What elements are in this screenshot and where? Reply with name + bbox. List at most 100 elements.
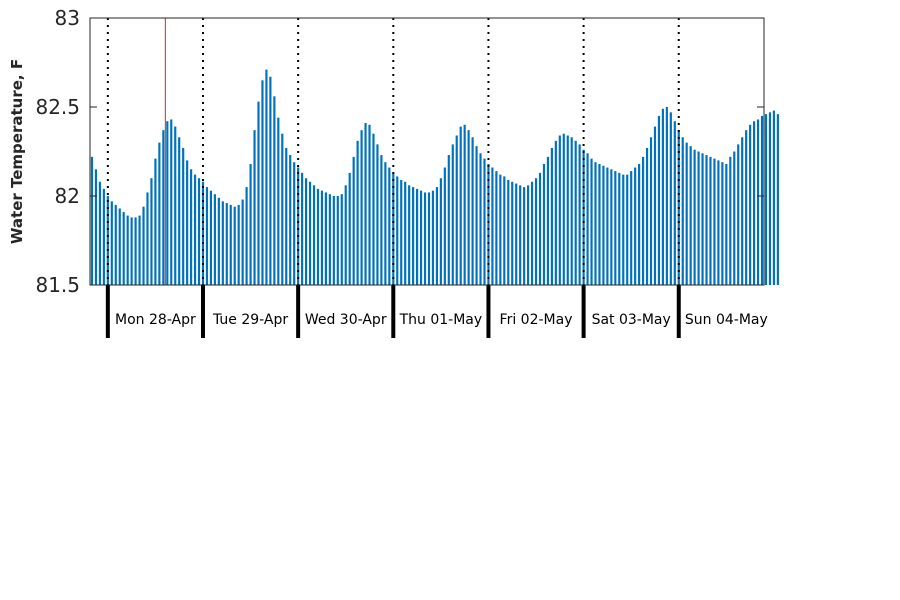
day-label: Sat 03-May: [592, 312, 671, 328]
temperature-bar: [479, 153, 482, 285]
temperature-bar: [491, 167, 494, 285]
temperature-bar: [693, 149, 696, 285]
temperature-bar: [681, 137, 684, 285]
temperature-bar: [657, 115, 661, 286]
temperature-bar: [419, 190, 423, 285]
temperature-bar: [705, 155, 708, 285]
temperature-bar: [578, 144, 581, 285]
temperature-bar: [455, 135, 458, 285]
temperature-bar: [225, 203, 228, 285]
day-label: Wed 30-Apr: [305, 312, 387, 328]
temperature-bar: [634, 167, 637, 285]
temperature-bar: [201, 181, 205, 285]
day-label: Thu 01-May: [399, 312, 483, 328]
temperature-bar: [281, 133, 284, 285]
plot-area-frame: [89, 17, 765, 286]
temperature-bar: [511, 181, 514, 285]
temperature-bar: [110, 201, 113, 285]
temperature-bar: [467, 130, 470, 285]
temperature-bar: [388, 167, 391, 285]
temperature-bar: [689, 146, 692, 285]
temperature-bar: [527, 185, 530, 285]
temperature-bar: [415, 188, 419, 285]
temperature-bar: [423, 192, 427, 285]
temperature-bar: [590, 158, 593, 285]
temperature-bar: [709, 156, 712, 285]
temperature-bar: [626, 174, 629, 285]
temperature-bar: [519, 185, 522, 285]
temperature-bar: [102, 188, 105, 285]
temperature-bar: [384, 162, 387, 285]
temperature-bar: [606, 167, 609, 285]
temperature-bar: [638, 163, 641, 285]
temperature-bar: [451, 144, 454, 285]
temperature-bar: [752, 121, 756, 286]
temperature-bar: [400, 179, 403, 285]
y-tick-label: 82.5: [35, 95, 80, 119]
temperature-bar: [186, 160, 189, 285]
temperature-bar: [733, 151, 736, 285]
temperature-bar: [106, 196, 109, 285]
temperature-bar: [412, 187, 415, 285]
x-axis-day-labels: Mon 28-Apr Tue 29-Apr Wed 30-Apr Thu 01-May…: [115, 312, 768, 328]
temperature-bar: [324, 192, 327, 285]
temperature-bar: [253, 130, 256, 285]
temperature-bar: [348, 172, 351, 285]
temperature-bar: [372, 133, 375, 285]
temperature-bar: [340, 194, 343, 285]
temperature-bar: [542, 163, 546, 285]
temperature-bar: [134, 217, 137, 285]
temperature-bar: [245, 187, 248, 285]
temperature-bar: [142, 206, 145, 285]
temperature-bar: [741, 137, 744, 285]
temperature-bar: [217, 197, 220, 285]
temperature-bar: [745, 130, 748, 285]
temperature-bar: [598, 163, 601, 285]
temperature-bar: [721, 162, 724, 285]
temperature-bar: [749, 124, 752, 285]
temperature-bar: [98, 181, 102, 285]
temperature-bar: [697, 151, 700, 285]
temperature-bar: [380, 155, 383, 285]
y-tick-label: 81.5: [35, 273, 80, 297]
temperature-bar: [534, 178, 538, 285]
temperature-bar: [396, 176, 399, 285]
temperature-bar: [669, 112, 672, 285]
temperature-bar: [447, 155, 450, 285]
temperature-bar: [118, 208, 121, 285]
temperature-bar: [507, 179, 510, 285]
temperature-bar: [737, 144, 740, 285]
temperature-bar: [713, 158, 716, 285]
temperature-bar: [209, 190, 213, 285]
temperature-bar: [641, 156, 645, 285]
temperature-bar: [257, 101, 260, 285]
temperature-bar: [328, 194, 331, 285]
temperature-bar: [515, 183, 518, 285]
temperature-bar: [443, 167, 446, 285]
day-label: Fri 02-May: [500, 312, 573, 328]
temperature-bar: [570, 137, 573, 285]
temperature-bar: [582, 149, 585, 285]
temperature-bar: [285, 147, 288, 285]
temperature-bar: [360, 130, 363, 285]
temperature-bar: [483, 158, 486, 285]
temperature-bar: [562, 133, 565, 285]
temperature-bar: [166, 121, 169, 286]
temperature-bar: [685, 142, 688, 285]
temperature-bar: [221, 201, 224, 285]
temperature-bar: [269, 76, 272, 286]
temperature-bar: [265, 69, 268, 286]
temperature-bar: [205, 187, 209, 285]
temperature-bar: [114, 204, 117, 285]
temperature-bar: [439, 178, 442, 285]
temperature-bar: [336, 196, 339, 285]
temperature-bar: [614, 171, 617, 285]
temperature-bar: [523, 187, 526, 285]
temperature-bar: [435, 187, 439, 285]
day-label: Tue 29-Apr: [212, 312, 288, 328]
temperature-bar: [368, 124, 371, 285]
temperature-bar: [594, 162, 597, 285]
temperature-bar: [162, 130, 165, 285]
temperature-bar: [356, 140, 359, 285]
temperature-bar: [475, 146, 478, 285]
